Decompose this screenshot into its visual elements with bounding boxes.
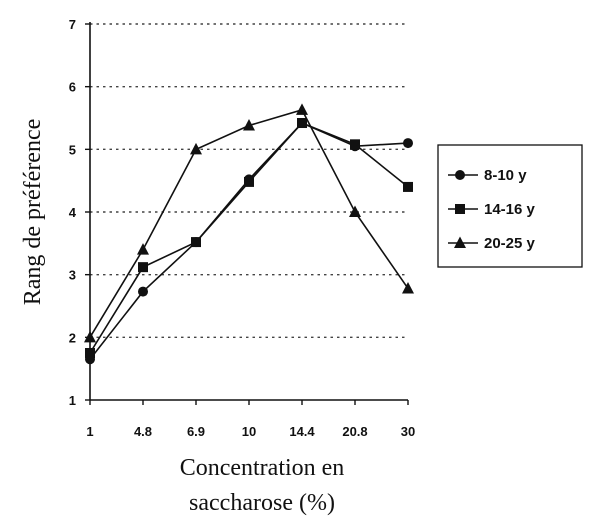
data-point-1-5 (350, 139, 360, 150)
y-tick-label-5: 5 (69, 142, 76, 157)
x-ticks: 1 4.8 6.9 10 14.4 20.8 30 (86, 400, 415, 439)
x-tick-label-5: 20.8 (342, 424, 367, 439)
data-point-1-0 (85, 348, 95, 358)
legend-marker-2 (454, 236, 466, 248)
y-tick-label-7: 7 (69, 17, 76, 32)
y-ticks: 1 2 3 4 5 6 7 (69, 17, 90, 408)
y-tick-label-4: 4 (69, 205, 77, 220)
series-14-16y (85, 118, 413, 358)
legend: 8-10 y 14-16 y 20-25 y (437, 144, 583, 268)
data-point-0-1 (138, 286, 148, 297)
series-line-0 (89, 122, 409, 360)
legend-marker-0 (455, 170, 465, 180)
data-point-2-4 (296, 103, 308, 115)
x-tick-label-2: 6.9 (187, 424, 205, 439)
data-point-2-3 (243, 119, 255, 131)
y-tick-label-2: 2 (69, 330, 76, 345)
legend-marker-1 (455, 204, 465, 214)
x-tick-label-6: 30 (401, 424, 415, 439)
x-axis-title-line-2: saccharose (%) (189, 490, 335, 516)
series-line-2 (89, 108, 409, 338)
legend-label-2: 20-25 y (484, 235, 536, 252)
data-point-1-2 (191, 237, 201, 248)
data-point-1-1 (138, 262, 148, 273)
series-8-10y (85, 118, 413, 365)
data-point-1-6 (403, 181, 413, 192)
axes (89, 22, 408, 401)
data-point-1-4 (297, 118, 307, 129)
data-point-2-0 (84, 330, 96, 343)
data-point-2-2 (190, 142, 202, 155)
gridlines (90, 23, 408, 339)
data-point-2-1 (137, 243, 149, 255)
data-point-2-6 (402, 281, 414, 294)
series-20-25y (84, 103, 414, 343)
data-point-1-3 (244, 176, 254, 187)
series-line-1 (89, 122, 409, 354)
legend-label-0: 8-10 y (484, 167, 527, 184)
legend-label-1: 14-16 y (484, 201, 536, 218)
series-group (84, 103, 414, 365)
y-axis-title: Rang de préférence (20, 119, 46, 306)
x-tick-label-1: 4.8 (134, 424, 152, 439)
y-tick-label-3: 3 (69, 268, 76, 283)
y-tick-label-1: 1 (69, 393, 76, 408)
x-tick-label-4: 14.4 (289, 424, 315, 439)
data-point-0-6 (403, 138, 413, 149)
x-tick-label-0: 1 (86, 424, 93, 439)
y-tick-label-6: 6 (69, 80, 76, 95)
x-tick-label-3: 10 (242, 424, 256, 439)
data-point-2-5 (349, 205, 361, 217)
x-axis-title-line-1: Concentration en (180, 455, 345, 481)
